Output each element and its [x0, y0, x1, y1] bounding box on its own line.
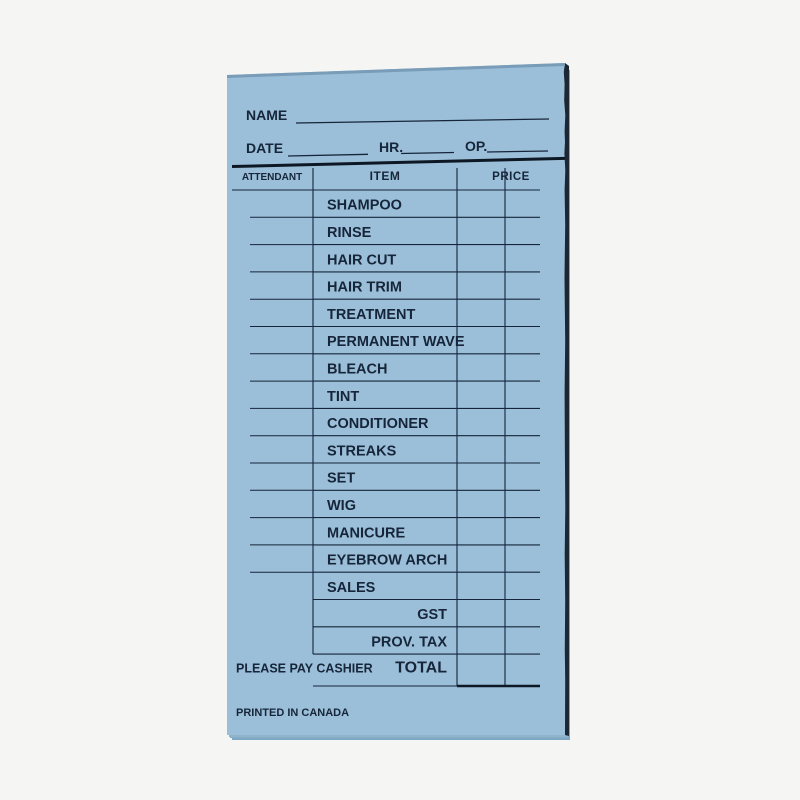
svg-text:ATTENDANT: ATTENDANT — [242, 172, 302, 183]
svg-text:HAIR TRIM: HAIR TRIM — [327, 280, 402, 296]
svg-text:PERMANENT WAVE: PERMANENT WAVE — [327, 334, 465, 350]
svg-text:BLEACH: BLEACH — [327, 362, 387, 378]
svg-text:EYEBROW ARCH: EYEBROW ARCH — [327, 553, 447, 569]
svg-text:PROV. TAX: PROV. TAX — [371, 635, 447, 651]
svg-text:TINT: TINT — [327, 389, 359, 405]
svg-text:DATE: DATE — [246, 140, 283, 156]
svg-text:CONDITIONER: CONDITIONER — [327, 416, 429, 432]
svg-text:ITEM: ITEM — [370, 169, 401, 183]
svg-text:SALES: SALES — [327, 580, 376, 596]
svg-text:HR.: HR. — [379, 139, 403, 155]
svg-text:MANICURE: MANICURE — [327, 525, 405, 541]
svg-text:PRICE: PRICE — [492, 171, 530, 183]
svg-text:HAIR CUT: HAIR CUT — [327, 252, 396, 268]
svg-text:STREAKS: STREAKS — [327, 443, 397, 459]
svg-text:GST: GST — [417, 607, 447, 623]
svg-text:PRINTED IN CANADA: PRINTED IN CANADA — [236, 707, 349, 719]
svg-text:TOTAL: TOTAL — [395, 660, 447, 677]
svg-text:SET: SET — [327, 471, 355, 487]
svg-text:NAME: NAME — [246, 107, 287, 123]
svg-text:SHAMPOO: SHAMPOO — [327, 198, 402, 214]
svg-text:OP.: OP. — [465, 138, 487, 154]
svg-text:PLEASE PAY CASHIER: PLEASE PAY CASHIER — [236, 662, 373, 676]
svg-text:RINSE: RINSE — [327, 225, 372, 241]
svg-text:WIG: WIG — [327, 498, 356, 514]
svg-text:TREATMENT: TREATMENT — [327, 307, 415, 323]
